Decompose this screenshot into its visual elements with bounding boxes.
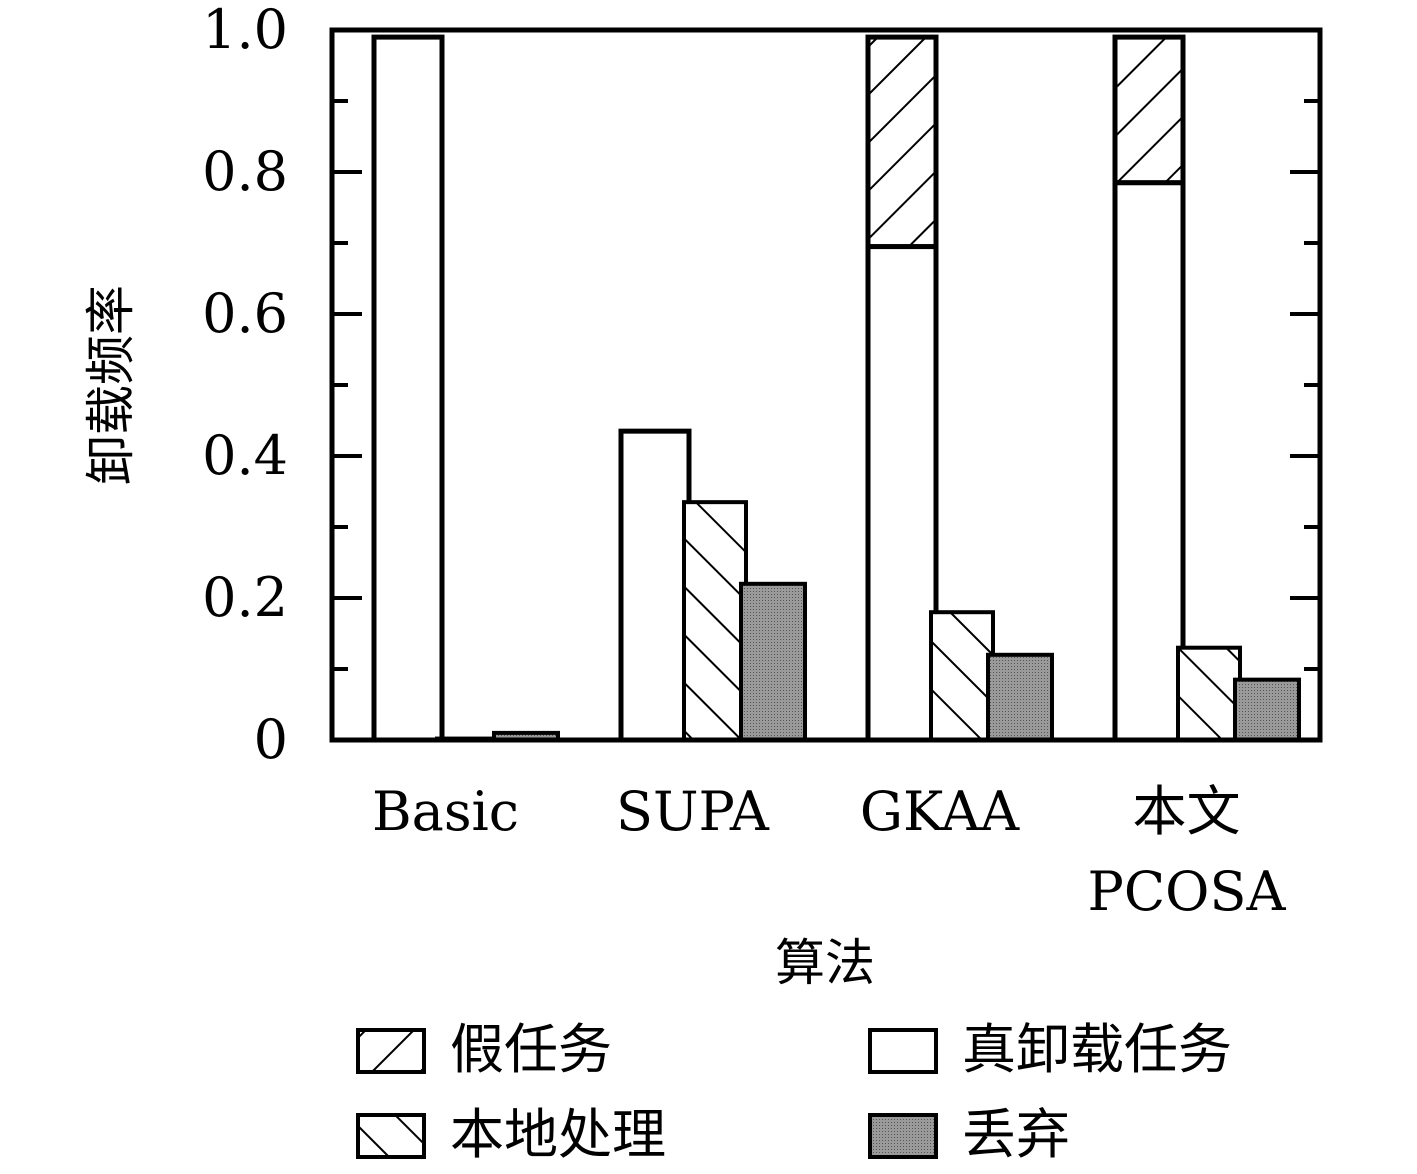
bar-local-processing: [929, 610, 995, 743]
x-tick-label: GKAA: [860, 780, 1020, 843]
x-tick-label: PCOSA: [1088, 860, 1287, 923]
bar-local-processing: [682, 500, 748, 742]
bar-discard: [739, 581, 807, 742]
x-axis-label: 算法: [775, 934, 875, 992]
y-tick-label: 0.6: [202, 282, 288, 345]
axes-layer: Basic SUPA GKAA 本文 PCOSA 0 0.2 0.4 0.6 0.8 1.0: [202, 0, 1323, 923]
legend-swatch: [356, 1113, 426, 1159]
bar-true-offload: [865, 244, 939, 743]
x-tick-label: SUPA: [616, 780, 770, 843]
legend-swatch: [356, 1028, 426, 1074]
legend-label: 真卸载任务: [962, 1018, 1232, 1081]
bar-true-offload: [1112, 180, 1186, 743]
bar-discard: [986, 652, 1054, 742]
bar-true-offload: [371, 34, 445, 743]
bar-fake-task: [1112, 34, 1186, 186]
legend-label: 假任务: [450, 1018, 612, 1081]
y-tick-label: 0.4: [202, 424, 288, 487]
legend-swatch: [868, 1028, 938, 1074]
y-axis-label: 卸载频率: [82, 285, 140, 485]
x-tick-label: Basic: [372, 780, 519, 843]
y-tick-label: 0.2: [202, 566, 288, 629]
y-tick-label: 1.0: [202, 0, 288, 61]
x-tick-label: 本文: [1133, 780, 1241, 843]
bar-fake-task: [865, 34, 939, 250]
legend-label: 本地处理: [450, 1103, 666, 1166]
bars-layer: [371, 34, 1301, 743]
legend-label: 丢弃: [962, 1103, 1070, 1166]
bar-true-offload: [618, 428, 692, 743]
y-tick-label: 0: [254, 708, 288, 771]
bar-discard: [1233, 677, 1301, 743]
y-tick-label: 0.8: [202, 140, 288, 203]
legend-swatch: [868, 1113, 938, 1159]
bar-local-processing: [1176, 645, 1242, 743]
